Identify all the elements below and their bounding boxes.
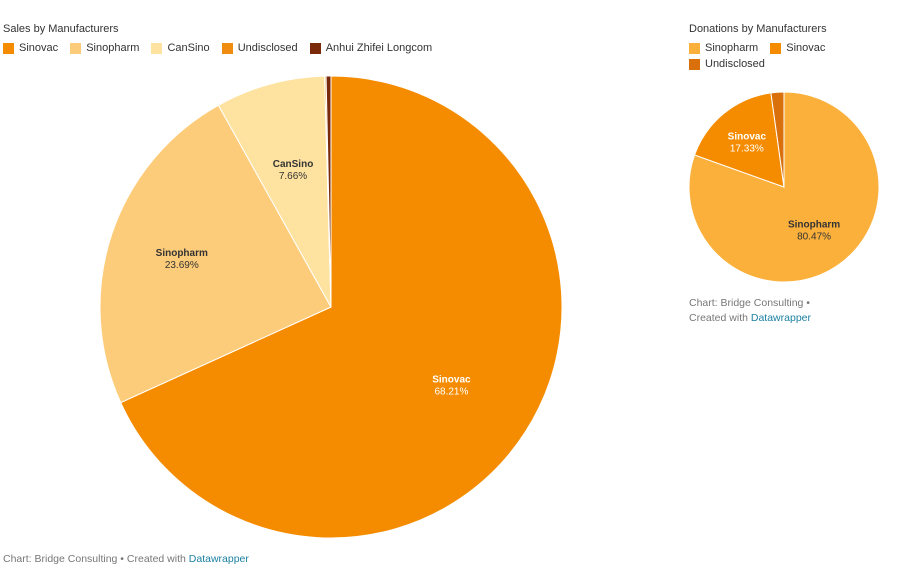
slice-label-value: 23.69% — [165, 260, 199, 271]
legend-swatch — [770, 43, 782, 54]
donations-legend: Sinopharm Sinovac Undisclosed — [689, 41, 894, 73]
datawrapper-link[interactable]: Datawrapper — [750, 312, 811, 324]
legend-label: Anhui Zhifei Longcom — [325, 42, 433, 54]
slice-label-value: 80.47% — [797, 232, 831, 243]
legend-swatch — [3, 43, 14, 54]
legend-label: Undisclosed — [237, 42, 298, 54]
pie-slice-sinovac — [693, 92, 785, 188]
legend-label: Sinopharm — [705, 42, 759, 54]
legend-label: Sinovac — [786, 42, 826, 54]
legend-item-sinovac: Sinovac — [3, 41, 58, 56]
legend-item-cansino: CanSino — [151, 41, 210, 56]
pie-slice-anhui-zhifei-longcom — [325, 75, 332, 308]
footer-credit-2: Created with — [689, 312, 751, 324]
slice-label-value: 7.66% — [279, 171, 307, 182]
sales-legend: Sinovac Sinopharm CanSino Undisclosed An… — [3, 41, 441, 57]
pie-slice-sinopharm — [99, 104, 332, 404]
legend-item-undisclosed: Undisclosed — [689, 57, 765, 72]
legend-item-undisclosed: Undisclosed — [221, 41, 298, 56]
pie-slice-sinopharm — [688, 91, 880, 283]
legend-label: Sinopharm — [86, 42, 140, 54]
sales-footer: Chart: Bridge Consulting • Created with … — [3, 552, 249, 567]
legend-item-sinovac: Sinovac — [770, 41, 825, 56]
legend-swatch — [221, 43, 233, 54]
slice-label-value: 68.21% — [434, 387, 468, 398]
sales-chart-title: Sales by Manufacturers — [3, 23, 119, 35]
slice-label-name: Sinovac — [728, 131, 767, 142]
datawrapper-link[interactable]: Datawrapper — [188, 553, 249, 565]
legend-item-anhui: Anhui Zhifei Longcom — [309, 41, 433, 56]
slice-label-name: Sinopharm — [788, 220, 840, 231]
legend-item-sinopharm: Sinopharm — [70, 41, 139, 56]
slice-label-name: Sinopharm — [156, 248, 208, 259]
legend-swatch — [689, 59, 700, 70]
legend-swatch — [689, 43, 700, 54]
legend-item-sinopharm: Sinopharm — [689, 41, 758, 56]
slice-label-name: Sinovac — [432, 375, 471, 386]
pie-slice-undisclosed — [770, 91, 785, 188]
pie-slice-cansino — [217, 75, 332, 308]
legend-swatch — [151, 43, 163, 54]
legend-label: Undisclosed — [705, 58, 765, 70]
pie-slice-sinovac — [120, 75, 563, 539]
legend-label: Sinovac — [19, 42, 59, 54]
footer-credit: Chart: Bridge Consulting • Created with — [3, 553, 189, 565]
donations-footer: Chart: Bridge Consulting • Created with … — [689, 296, 811, 326]
donations-chart-title: Donations by Manufacturers — [689, 23, 827, 35]
footer-credit: Chart: Bridge Consulting • — [689, 297, 810, 309]
slice-label-name: CanSino — [273, 159, 314, 170]
legend-swatch — [309, 43, 321, 54]
legend-label: CanSino — [167, 42, 210, 54]
legend-swatch — [70, 43, 82, 54]
slice-label-value: 17.33% — [730, 143, 764, 154]
